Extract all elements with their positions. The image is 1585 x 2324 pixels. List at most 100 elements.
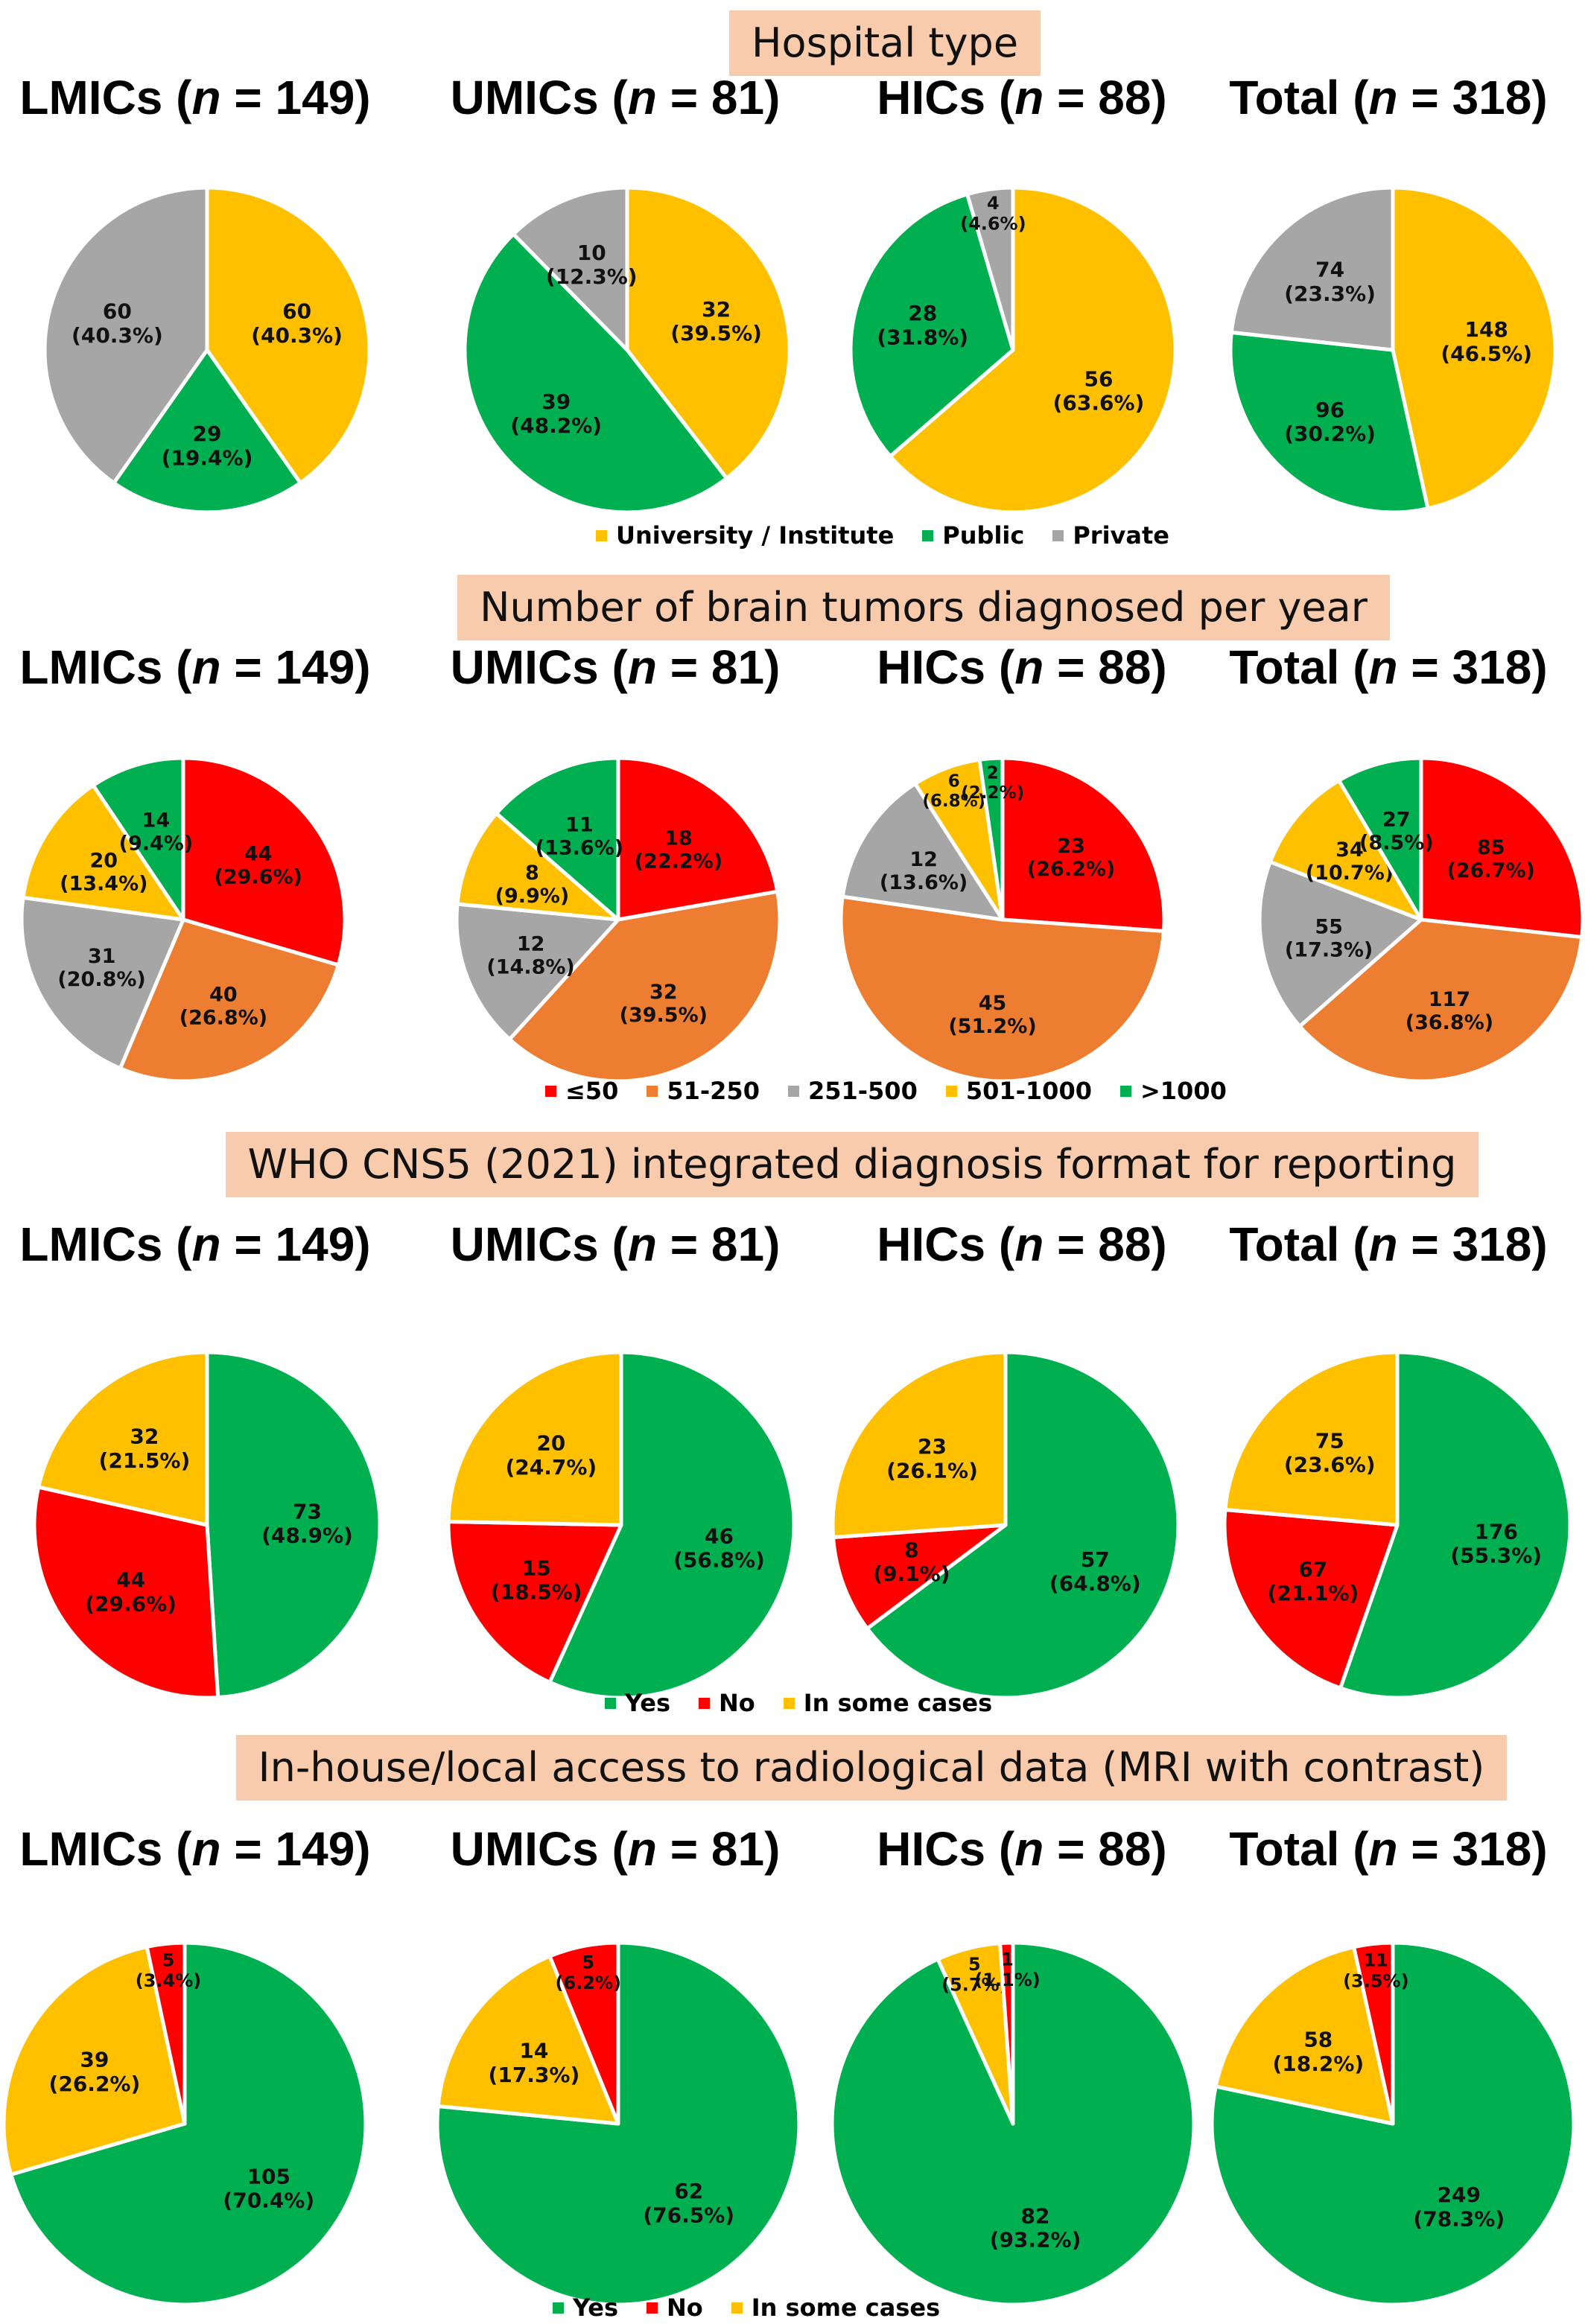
group-title-total: Total (n = 318) [1229,640,1548,694]
pie-slice-51-250 [507,889,782,1083]
slice-percent: (48.2%) [510,413,602,438]
slice-label: 57 (64.8%) [1049,1547,1141,1596]
legend-item-public: Public [922,521,1024,550]
group-name: LMICs [19,1822,163,1876]
group-n: 88 [1098,1822,1152,1876]
pie-slice-no [831,1523,1008,1631]
pie-slice-le50 [1419,756,1585,940]
pie-slice-le50 [181,756,347,967]
slice-label: 14 (17.3%) [489,2039,580,2087]
legend-item-no: No [698,1689,755,1717]
group-title-total: Total (n = 318) [1229,1217,1548,1271]
pie-slice-no [1222,1507,1400,1690]
pie-slice-yes [435,1941,801,2307]
slice-count: 11 [1364,1950,1388,1971]
slice-label: 62 (76.5%) [643,2179,734,2227]
pie-chart-umics: 62 (76.5%) 14 (17.3%) 5 (6.2%) [435,1941,801,2307]
group-name: UMICs [450,1217,599,1271]
slice-percent: (70.4%) [223,2188,314,2213]
pie-slice-251-500 [840,781,1005,922]
pie-slice-university-institute [625,185,792,480]
group-title-total: Total (n = 318) [1229,1822,1548,1876]
pie-slice-gt1000 [495,756,620,922]
slice-percent: (29.6%) [85,1591,177,1616]
slice-percent: (26.8%) [180,1007,267,1030]
group-n: 81 [711,1217,765,1271]
group-name: UMICs [450,640,599,694]
legend-swatch [605,1697,616,1709]
legend-item-gt1000: >1000 [1119,1077,1227,1105]
pie-slice-gt1000 [91,756,185,922]
pie-slice-le50 [1000,756,1166,933]
slice-percent: (9.9%) [495,885,570,908]
slice-percent: (39.5%) [620,1004,708,1027]
slice-label: 34 (10.7%) [1306,838,1394,885]
legend: Yes No In some cases [605,1689,1020,1717]
slice-percent: (26.7%) [1447,859,1535,882]
pie-chart-total: 85 (26.7%)117 (36.8%)55 (17.3%)34 (10.7%)27(… [1257,756,1585,1083]
pie-chart-hics: 82 (93.2%)5 (5.7%)1 (1.1%) [830,1941,1196,2307]
pie-chart-lmics: 44 (29.6%)40 (26.8%)31 (20.8%)20 (13.4%)14 (9… [19,756,347,1083]
slice-label: 23 (26.1%) [886,1434,978,1483]
slice-percent: (6.8%) [922,792,985,811]
slice-count: 2 [987,764,999,783]
slice-label: 40 (26.8%) [180,984,267,1030]
group-name: HICs [877,1822,986,1876]
pie-slice-yes [547,1350,796,1700]
legend: University / Institute Public Private [596,521,1198,550]
slice-count: 148 [1464,317,1508,342]
legend-swatch [922,529,934,541]
slice-percent: (9.1%) [873,1561,950,1586]
slice-percent: (12.3%) [546,264,638,289]
pie-chart-hics: 23 (26.2%) 45 (51.2%) 12 (13.6%) 6 (6.8%)2 (2.2%… [839,756,1166,1083]
slice-label: 20 (24.7%) [505,1431,597,1480]
slice-count: 74 [1315,258,1344,282]
slice-percent: (5.7%) [941,1975,1008,1996]
pie-slice-in-some-cases [36,1350,209,1527]
slice-count: 67 [1298,1557,1327,1582]
pie-slice-le50 [616,756,780,922]
slice-percent: (18.2%) [1272,2051,1364,2076]
slice-label: 32 (39.5%) [620,981,708,1027]
slice-percent: (3.4%) [136,1970,202,1991]
slice-percent: (26.2%) [49,2072,141,2096]
slice-percent: (55.3%) [1450,1544,1542,1568]
slice-label: 39 (48.2%) [510,389,602,438]
slice-label: 148 (46.5%) [1441,317,1532,366]
slice-percent: (3.5%) [1343,1970,1409,1991]
slice-count: 15 [522,1556,551,1581]
slice-label: 12 (14.8%) [486,932,574,978]
slice-label: 1 (1.1%) [974,1949,1041,1991]
pie-slice-in-some-cases [1223,1350,1400,1527]
pie-slice-yes [865,1350,1181,1700]
slice-label: 60 (40.3%) [251,299,343,348]
slice-percent: (29.6%) [215,866,302,889]
group-name: HICs [877,640,986,694]
slice-count: 10 [577,241,606,265]
group-name: Total [1229,640,1340,694]
group-name: UMICs [450,1822,599,1876]
group-title-hics: HICs (n = 88) [877,640,1167,694]
slice-percent: (56.8%) [673,1548,765,1573]
legend-item-in-some-cases: In some cases [731,2293,940,2322]
slice-count: 58 [1303,2028,1333,2052]
pie-slice-university-institute [205,185,372,485]
slice-label: 46 (56.8%) [673,1524,765,1572]
legend-item-private: Private [1052,521,1169,550]
group-n: 318 [1452,71,1532,124]
pie-chart-hics: 57 (64.8%) 8 (9.1%) 23 (26.1%) [830,1350,1181,1700]
group-title-lmics: LMICs (n = 149) [19,1822,371,1876]
slice-percent: (40.3%) [251,323,343,348]
group-name: UMICs [450,71,599,124]
legend-swatch [787,1085,799,1097]
slice-label: 55 (17.3%) [1285,915,1373,961]
legend: Yes No In some cases [553,2293,968,2322]
slice-percent: (48.9%) [261,1524,353,1548]
legend-swatch [945,1085,957,1097]
slice-count: 57 [1081,1547,1110,1572]
group-title-lmics: LMICs (n = 149) [19,71,371,124]
slice-label: 56 (63.6%) [1053,366,1145,415]
slice-percent: (31.8%) [877,325,968,349]
group-title-hics: HICs (n = 88) [877,1822,1167,1876]
